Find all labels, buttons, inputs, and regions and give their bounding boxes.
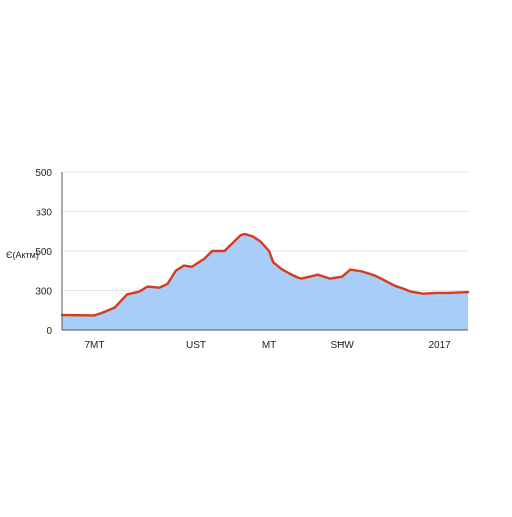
- y-tick-labels: 0 300 500 з30 500: [35, 168, 52, 337]
- x-tick-label-2: МТ: [262, 340, 276, 351]
- x-tick-label-1: UST: [186, 340, 206, 351]
- y-tick-label-2: 500: [35, 247, 52, 258]
- y-axis-label: Є(Актм): [6, 250, 39, 260]
- x-tick-labels: 7МТ UST МТ SĦW 2017: [84, 340, 451, 351]
- y-tick-label-1: 300: [35, 287, 52, 298]
- x-tick-label-0: 7МТ: [84, 340, 104, 351]
- x-tick-label-3: SĦW: [330, 340, 354, 351]
- y-tick-label-0: 0: [46, 326, 52, 337]
- series-line-0: [60, 232, 470, 317]
- y-tick-label-3: з30: [36, 208, 52, 219]
- plot-area: [60, 232, 470, 330]
- series-area-fill-0: [62, 234, 468, 330]
- x-tick-label-4: 2017: [428, 340, 451, 351]
- y-tick-label-4: 500: [35, 168, 52, 179]
- axes: [61, 172, 468, 331]
